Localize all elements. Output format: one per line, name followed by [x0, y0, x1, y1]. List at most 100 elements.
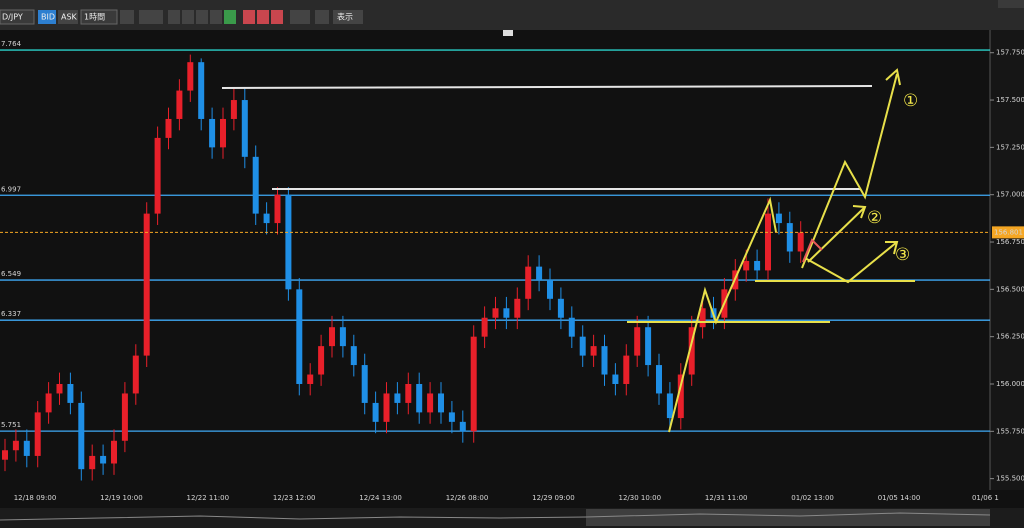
candle-body — [666, 393, 673, 419]
candle-body — [503, 308, 510, 318]
candle-body — [372, 402, 379, 422]
zoom-in-button[interactable] — [168, 10, 180, 24]
candle-body — [688, 327, 695, 375]
scenario-arrow — [807, 206, 866, 263]
candle-body — [623, 355, 630, 384]
x-tick-label: 01/02 13:00 — [791, 494, 834, 502]
arrow-head — [885, 241, 899, 255]
x-tick-label: 01/05 14:00 — [878, 494, 921, 502]
candle-body — [100, 455, 107, 464]
y-tick-label: 157.750 — [996, 49, 1024, 57]
candle-body — [786, 223, 793, 252]
candle-body — [394, 393, 401, 403]
x-tick-label: 12/22 11:00 — [187, 494, 230, 502]
candle-body — [176, 90, 183, 119]
candle-body — [470, 336, 477, 432]
candle-body — [481, 317, 488, 337]
annotation: ② — [867, 208, 882, 228]
view-button[interactable] — [333, 10, 363, 24]
candle-body — [416, 383, 423, 413]
drawings — [221, 68, 915, 433]
tool-button[interactable] — [315, 10, 329, 24]
candle-body — [699, 308, 706, 328]
candle-body — [438, 393, 444, 413]
x-tick-label: 12/31 11:00 — [705, 494, 748, 502]
tool-button[interactable] — [120, 10, 134, 24]
x-tick-label: 12/24 13:00 — [359, 494, 402, 502]
current-price-label: 156.801 — [994, 228, 1023, 236]
symbol: D/JPY — [2, 13, 23, 22]
candle-body — [252, 156, 259, 214]
candle-body — [263, 213, 270, 224]
candle-body — [132, 355, 139, 394]
chart-type-button[interactable] — [139, 10, 163, 24]
symbol-select[interactable] — [0, 9, 35, 25]
level-label: 6.337 — [1, 310, 21, 318]
candle-body — [634, 327, 641, 356]
y-tick-label: 155.750 — [996, 427, 1024, 435]
level-label: 6.549 — [1, 270, 21, 278]
candle-body — [56, 383, 63, 394]
candle-body — [2, 450, 8, 460]
candle-body — [754, 260, 761, 271]
arrow-head — [852, 205, 867, 219]
candle-body — [383, 393, 390, 422]
scenario-arrow — [804, 241, 898, 284]
candle-body — [612, 374, 619, 384]
candle-body — [765, 213, 771, 271]
navigator-window[interactable] — [586, 509, 990, 526]
candle-body — [361, 365, 368, 403]
candle-body — [459, 421, 466, 432]
draw-button[interactable] — [290, 10, 310, 24]
ask-button[interactable] — [58, 10, 78, 24]
bid-button[interactable] — [38, 10, 56, 24]
candle-body — [427, 393, 434, 413]
toolbar: D/JPY BID ASK 1時間 表示 — [0, 0, 1024, 36]
timeframe-select[interactable] — [80, 9, 118, 25]
bid-label: BID — [41, 13, 55, 22]
y-tick-label: 156.750 — [996, 238, 1024, 246]
level-label: 5.751 — [1, 421, 21, 429]
candle-body — [187, 62, 194, 91]
tool-button[interactable] — [257, 10, 269, 24]
candle-body — [405, 383, 412, 403]
candle-body — [12, 440, 19, 451]
candle-body — [198, 62, 205, 119]
level-label: 7.764 — [1, 40, 22, 48]
tool-button[interactable] — [271, 10, 283, 24]
corner-button[interactable] — [998, 0, 1024, 8]
candle-body — [536, 266, 543, 280]
navigator-line — [0, 512, 991, 521]
collapse-handle[interactable] — [503, 30, 513, 36]
tool-button[interactable] — [243, 10, 255, 24]
view-label: 表示 — [337, 12, 353, 22]
candle-body — [492, 308, 499, 318]
x-tick-label: 12/23 12:00 — [273, 494, 316, 502]
tool-button[interactable] — [196, 10, 208, 24]
candle-body — [514, 298, 521, 318]
tool-button[interactable] — [210, 10, 222, 24]
x-tick-label: 12/18 09:00 — [14, 494, 57, 502]
level-label: 6.997 — [1, 185, 21, 193]
candle-body — [590, 346, 597, 356]
y-tick-label: 157.250 — [996, 143, 1024, 151]
candle-body — [601, 346, 608, 375]
ask-label: ASK — [61, 13, 78, 22]
candle-body — [557, 298, 564, 318]
zoom-out-button[interactable] — [182, 10, 194, 24]
candle-body — [525, 266, 532, 299]
timeframe: 1時間 — [84, 13, 105, 22]
candle-body — [23, 440, 30, 456]
y-tick-label: 155.500 — [996, 475, 1024, 483]
candle-body — [143, 213, 150, 356]
scenario-arrow — [801, 73, 898, 269]
candle-body — [241, 100, 248, 157]
x-tick-label: 01/06 1 — [972, 494, 999, 502]
y-tick-label: 157.500 — [996, 96, 1024, 104]
y-tick-label: 156.500 — [996, 285, 1024, 293]
y-tick-label: 156.250 — [996, 333, 1024, 341]
tool-button[interactable] — [224, 10, 236, 24]
candle-body — [34, 412, 41, 456]
candle-body — [547, 279, 553, 299]
x-tick-label: 12/29 09:00 — [532, 494, 575, 502]
